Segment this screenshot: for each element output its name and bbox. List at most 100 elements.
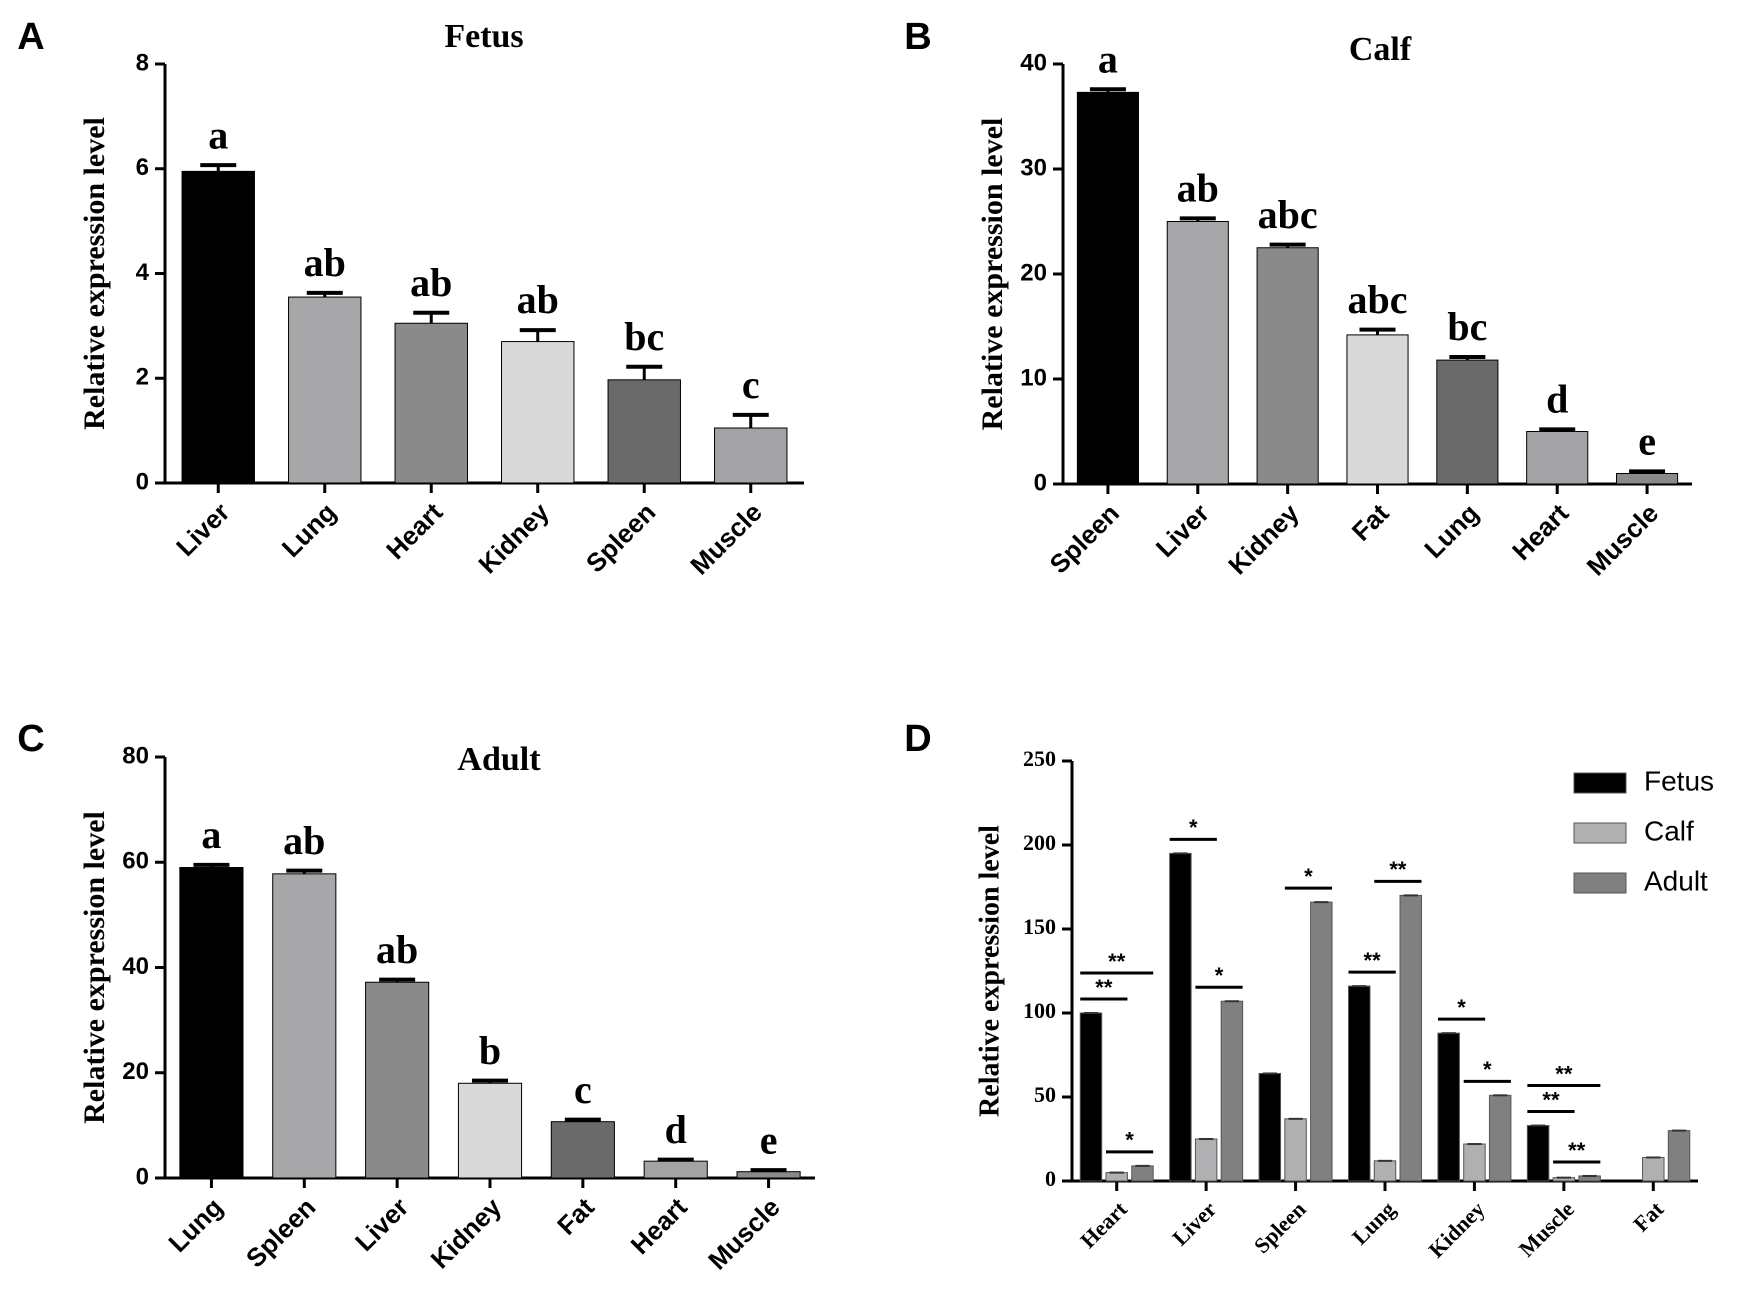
x-tick-label: Heart: [380, 497, 448, 565]
bar: [1079, 1012, 1103, 1182]
panel-label: D: [904, 718, 931, 760]
chart-title: Adult: [457, 741, 541, 778]
significance-letter: b: [479, 1028, 501, 1073]
y-tick-label: 10: [1020, 364, 1047, 391]
significance-letter: abc: [1348, 277, 1408, 322]
x-tick-label: Spleen: [1044, 498, 1125, 579]
panel: A Fetus Relative expression level 0 2 4 6 8 Live…: [17, 16, 804, 580]
bar: [394, 322, 468, 484]
bar: [1437, 1032, 1460, 1182]
x-tick-label: Liver: [1167, 1196, 1221, 1250]
significance-letter: ab: [304, 240, 346, 285]
significance-letter: ab: [517, 277, 559, 322]
legend-swatch: [1573, 872, 1627, 894]
y-tick-label: 0: [1034, 469, 1047, 496]
significance-label: **: [1095, 975, 1113, 1000]
y-axis-label: Relative expression level: [78, 811, 111, 1124]
x-tick-label: Muscle: [702, 1192, 786, 1276]
bar: [1488, 1094, 1512, 1182]
significance-letter: a: [1098, 36, 1118, 81]
bar: [714, 427, 788, 484]
significance-label: **: [1555, 1061, 1573, 1086]
bar: [457, 1082, 523, 1179]
significance-letter: c: [574, 1067, 592, 1112]
x-tick-label: Kidney: [1222, 498, 1305, 581]
y-tick-label: 20: [1020, 259, 1047, 286]
x-tick-label: Liver: [1150, 498, 1215, 563]
x-tick-label: Fat: [1628, 1196, 1669, 1237]
bar: [1526, 1125, 1550, 1182]
chart-title: Fetus: [444, 18, 523, 55]
x-tick-label: Liver: [349, 1192, 414, 1257]
bar: [1256, 247, 1319, 485]
bar: [1076, 91, 1139, 485]
bar: [1399, 894, 1422, 1182]
significance-label: *: [1457, 995, 1466, 1020]
significance-label: **: [1389, 857, 1407, 882]
significance-letter: abc: [1258, 192, 1318, 237]
panel-label: A: [17, 16, 44, 58]
significance-letter: a: [201, 812, 221, 857]
bar: [1310, 901, 1333, 1182]
y-tick-label: 8: [136, 49, 149, 76]
x-tick-label: Heart: [1506, 498, 1574, 566]
significance-letter: e: [760, 1117, 778, 1162]
x-tick-label: Fat: [1346, 498, 1395, 547]
significance-letter: ab: [283, 818, 325, 863]
panel: C Adult Relative expression level 0 20 40 60 80…: [17, 718, 815, 1275]
y-tick-label: 2: [136, 364, 149, 391]
x-tick-label: Muscle: [1581, 498, 1665, 582]
significance-label: **: [1568, 1138, 1586, 1163]
bar: [179, 867, 244, 1179]
bar: [288, 296, 362, 484]
y-tick-label: 80: [122, 742, 149, 769]
significance-letter: d: [1546, 377, 1568, 422]
bar: [1166, 221, 1229, 485]
bar: [1616, 473, 1679, 485]
x-tick-label: Spleen: [1249, 1196, 1311, 1258]
bar: [181, 170, 255, 484]
legend-label: Calf: [1644, 815, 1694, 846]
bar: [1373, 1160, 1397, 1182]
bar: [1284, 1118, 1307, 1182]
x-tick-label: Kidney: [1423, 1196, 1489, 1262]
significance-letter: ab: [410, 260, 452, 305]
y-tick-label: 250: [1023, 746, 1056, 771]
significance-label: **: [1542, 1087, 1560, 1112]
y-tick-label: 0: [1045, 1166, 1056, 1191]
bar: [736, 1171, 801, 1179]
y-tick-label: 100: [1023, 998, 1056, 1023]
y-tick-label: 40: [122, 953, 149, 980]
bar: [365, 981, 430, 1179]
y-tick-label: 40: [1020, 49, 1047, 76]
significance-letter: e: [1638, 419, 1656, 464]
y-tick-label: 60: [122, 848, 149, 875]
bar: [1131, 1165, 1154, 1182]
x-tick-label: Liver: [170, 497, 235, 562]
y-axis-label: Relative expression level: [974, 825, 1005, 1117]
significance-letter: d: [665, 1107, 687, 1152]
y-tick-label: 30: [1020, 154, 1047, 181]
x-tick-label: Spleen: [240, 1192, 321, 1273]
panel-label: C: [17, 718, 44, 760]
bar: [501, 341, 575, 484]
significance-label: *: [1215, 963, 1224, 988]
y-tick-label: 0: [136, 1163, 149, 1190]
x-tick-label: Lung: [276, 497, 342, 563]
bar: [1463, 1143, 1486, 1182]
significance-letter: bc: [624, 314, 664, 359]
bar: [1169, 852, 1192, 1182]
bar: [272, 873, 337, 1179]
bar: [1258, 1072, 1282, 1182]
y-tick-label: 50: [1034, 1082, 1056, 1107]
x-tick-label: Fat: [551, 1192, 600, 1241]
bar: [1348, 985, 1371, 1182]
x-tick-label: Muscle: [1514, 1196, 1579, 1261]
significance-label: *: [1125, 1128, 1134, 1153]
bar: [1526, 431, 1589, 485]
x-tick-label: Lung: [1347, 1196, 1400, 1249]
y-tick-label: 20: [122, 1058, 149, 1085]
x-tick-label: Heart: [1075, 1196, 1132, 1253]
bar: [607, 379, 681, 484]
